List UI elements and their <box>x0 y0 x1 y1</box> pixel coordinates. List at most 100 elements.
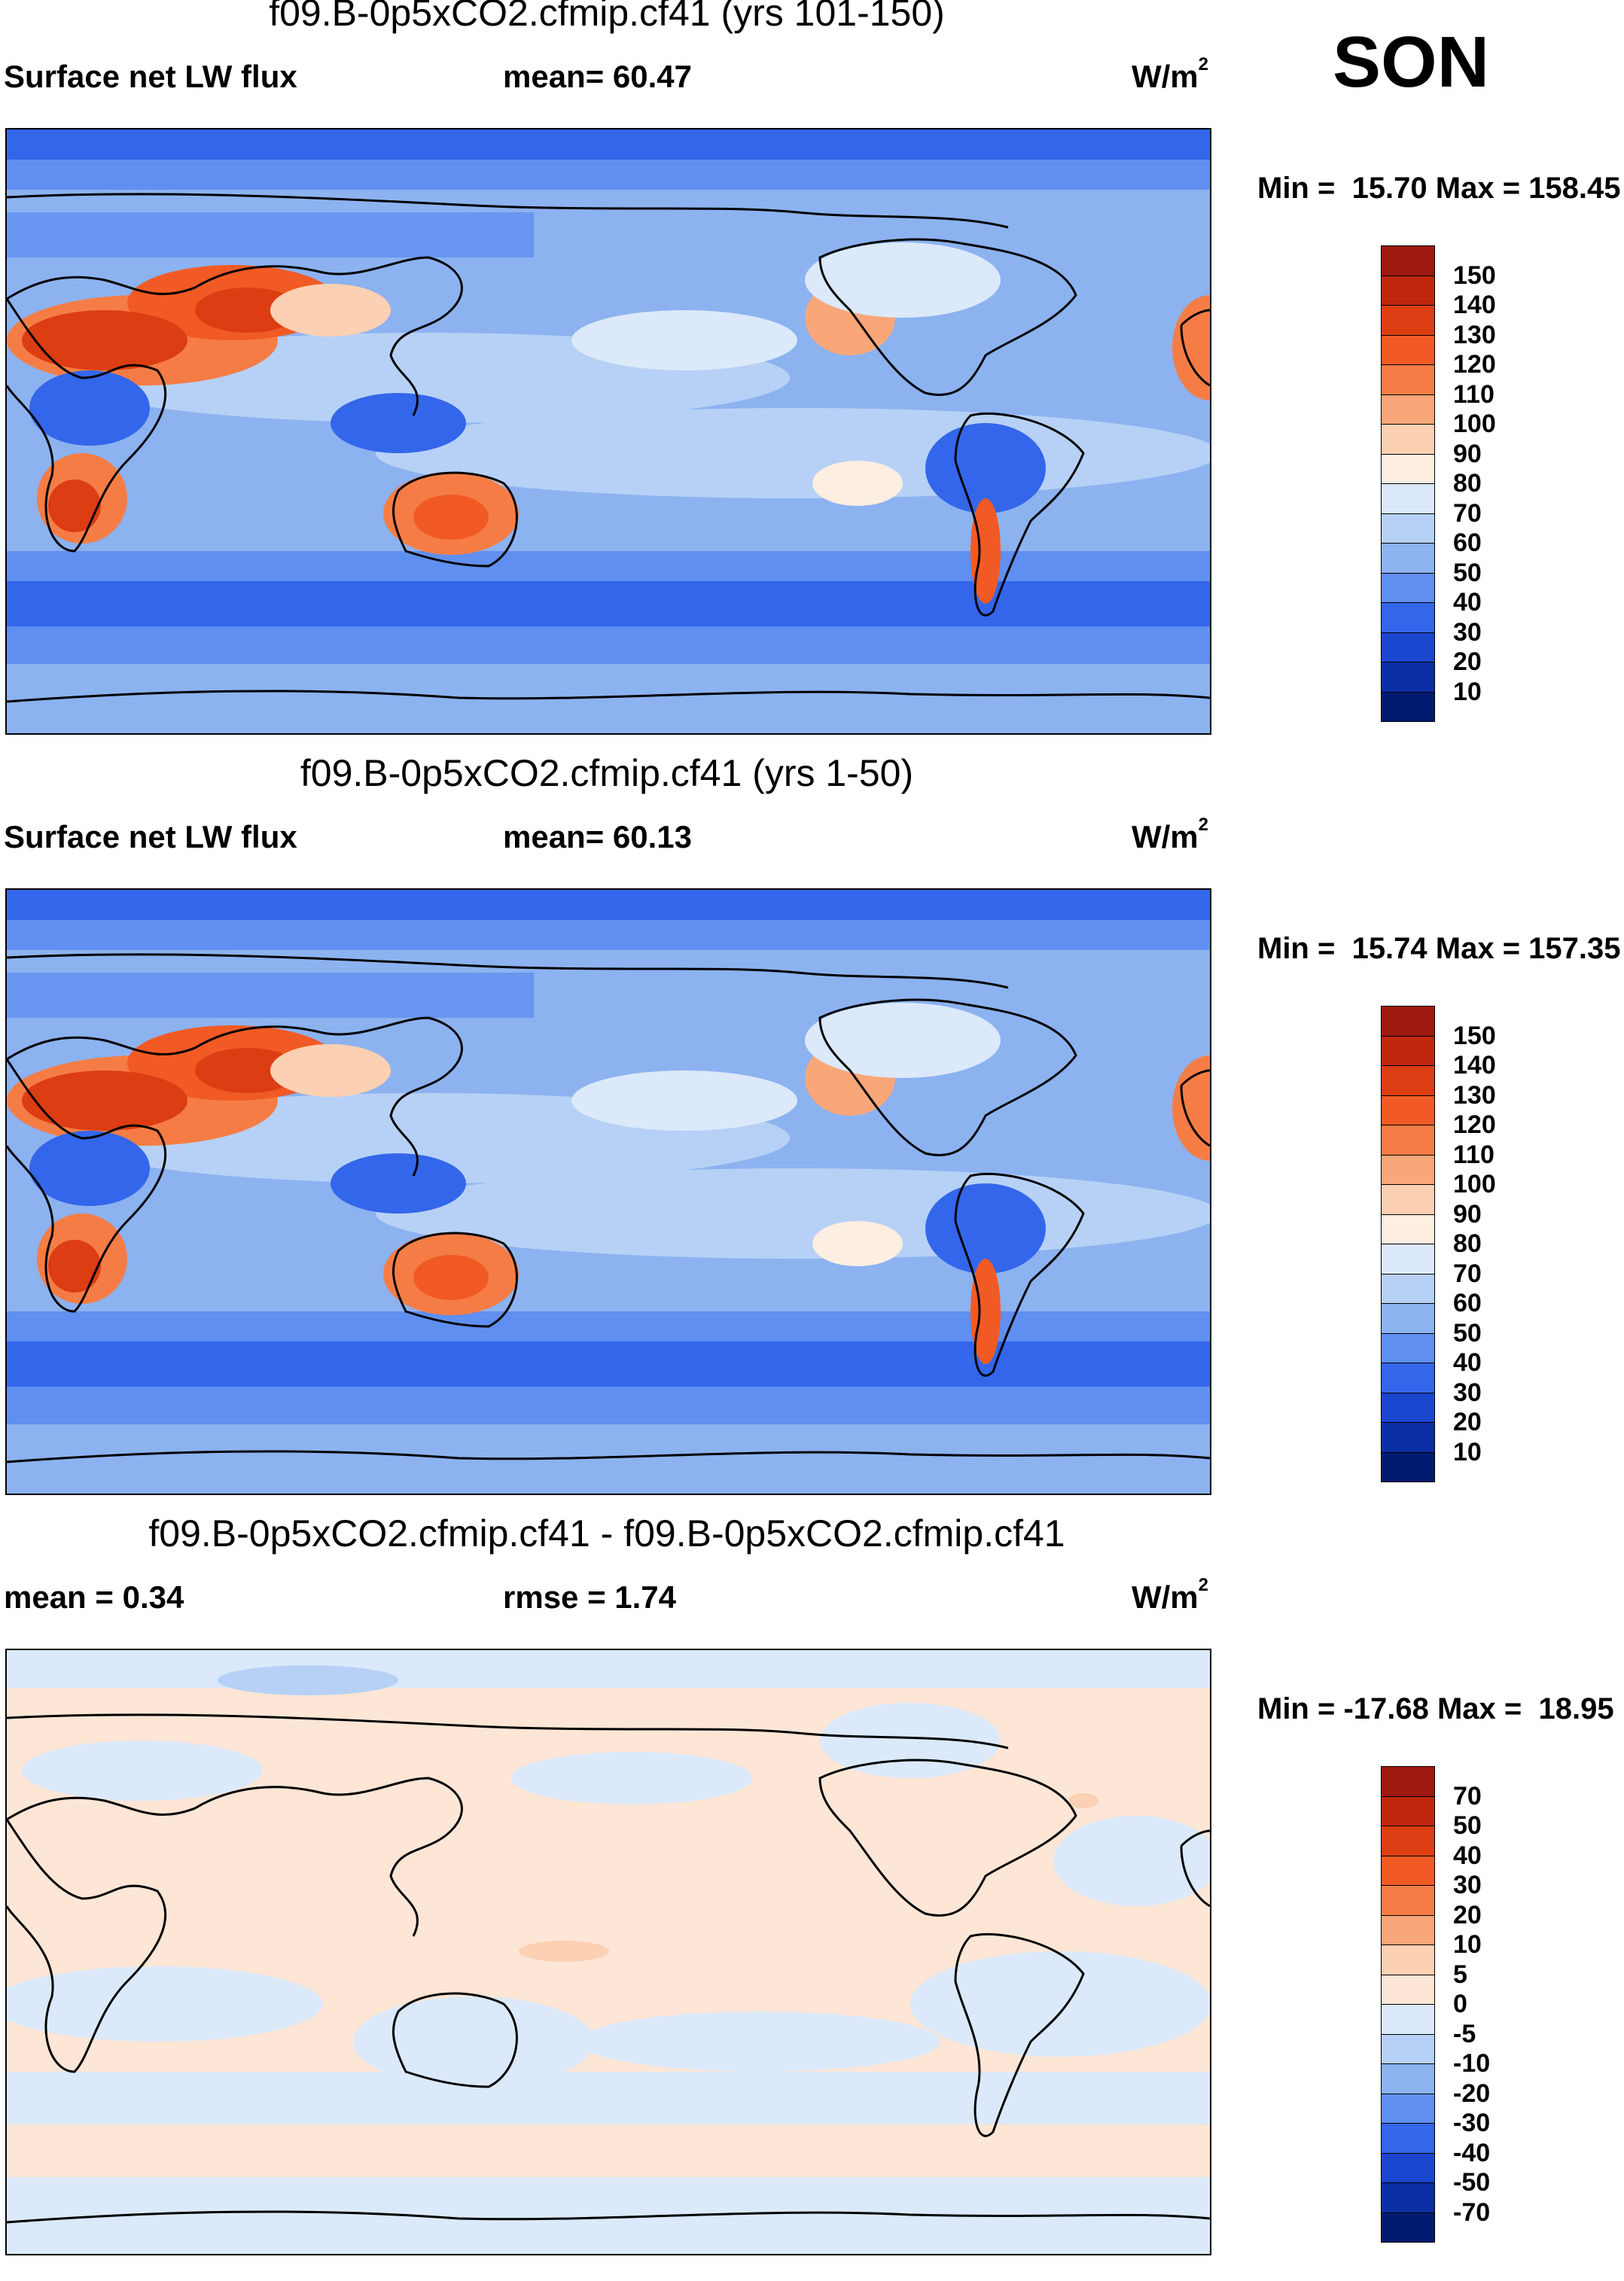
colorbar-swatch <box>1381 334 1435 365</box>
colorbar-label: -50 <box>1453 2168 1491 2197</box>
variable-label: Surface net LW flux <box>4 59 297 94</box>
panel-title: f09.B-0p5xCO2.cfmip.cf41 (yrs 1-50) <box>300 752 914 794</box>
units-label: W/m2 <box>1131 1575 1208 1616</box>
colorbar-swatch <box>1381 1095 1435 1125</box>
colorbar-swatch <box>1381 572 1435 603</box>
colorbar-swatch <box>1381 1885 1435 1916</box>
colorbar-label: 90 <box>1453 439 1482 468</box>
colorbar-label: -40 <box>1453 2138 1491 2167</box>
colorbar-swatch <box>1381 2063 1435 2094</box>
colorbar-label: 10 <box>1453 1437 1482 1466</box>
contour-map <box>5 888 1211 1495</box>
min-max-label: Min = -17.68 Max = 18.95 <box>1257 1692 1614 1725</box>
colorbar-label: 40 <box>1453 588 1482 617</box>
map-svg <box>7 890 1210 1494</box>
colorbar-swatch <box>1381 394 1435 425</box>
map-panel-2: f09.B-0p5xCO2.cfmip.cf41 (yrs 1-50) Surf… <box>0 752 1624 1521</box>
colorbar-swatch <box>1381 513 1435 544</box>
colorbar-label: 120 <box>1453 1110 1496 1139</box>
colorbar-swatch <box>1381 2004 1435 2035</box>
colorbar-swatch <box>1381 1244 1435 1274</box>
colorbar-label: 140 <box>1453 291 1496 319</box>
colorbar-swatch <box>1381 2123 1435 2154</box>
colorbar-swatch <box>1381 662 1435 693</box>
map-svg <box>7 1650 1210 2254</box>
colorbar-swatch <box>1381 1125 1435 1156</box>
colorbar-swatch <box>1381 364 1435 395</box>
colorbar-label: 110 <box>1453 1140 1495 1169</box>
colorbar-swatch <box>1381 1795 1435 1826</box>
colorbar-label: -30 <box>1453 2109 1491 2137</box>
colorbar-swatch <box>1381 1826 1435 1856</box>
colorbar-label: 150 <box>1453 260 1496 290</box>
colorbar-label: 100 <box>1453 410 1496 438</box>
colorbar-swatch <box>1381 305 1435 336</box>
colorbar-swatch <box>1381 1451 1435 1482</box>
colorbar-label: 80 <box>1453 469 1482 498</box>
colorbar-swatch <box>1381 1974 1435 2005</box>
colorbar-label: 120 <box>1453 350 1496 379</box>
units-label: W/m2 <box>1132 54 1208 95</box>
map-panel-3: f09.B-0p5xCO2.cfmip.cf41 - f09.B-0p5xCO2… <box>0 1512 1624 2281</box>
units-sup: 2 <box>1198 1575 1208 1595</box>
colorbar-label: 20 <box>1453 1408 1482 1436</box>
mean-label: mean= 60.47 <box>503 59 693 94</box>
map-svg <box>7 129 1210 733</box>
rmse-label: rmse = 1.74 <box>503 1579 677 1615</box>
variable-label: Surface net LW flux <box>4 819 297 854</box>
min-max-label: Min = 15.74 Max = 157.35 <box>1257 932 1621 965</box>
colorbar-label: 50 <box>1453 1811 1482 1840</box>
colorbar-swatch <box>1381 1035 1435 1066</box>
contour-map <box>5 1649 1211 2255</box>
colorbar-label: 80 <box>1453 1229 1482 1258</box>
colorbar-label: -5 <box>1453 2019 1476 2048</box>
map-panel-1: f09.B-0p5xCO2.cfmip.cf41 (yrs 101-150) S… <box>0 0 1624 760</box>
colorbar-swatch <box>1381 424 1435 455</box>
colorbar-swatch <box>1381 453 1435 484</box>
colorbar-swatch <box>1381 2182 1435 2213</box>
colorbar-label: 70 <box>1453 1781 1482 1810</box>
colorbar-swatch <box>1381 602 1435 633</box>
colorbar-label: 0 <box>1453 1990 1467 2018</box>
colorbar-label: 50 <box>1453 558 1482 587</box>
colorbar-label: 30 <box>1453 1871 1482 1899</box>
colorbar-label: 70 <box>1453 1259 1482 1288</box>
colorbar-label: 10 <box>1453 677 1482 706</box>
colorbar-swatch <box>1381 483 1435 514</box>
colorbar-swatch <box>1381 275 1435 306</box>
units-base: W/m <box>1131 1579 1199 1615</box>
colorbar-label: 130 <box>1453 320 1496 349</box>
units-sup: 2 <box>1198 54 1208 75</box>
colorbar-swatch <box>1381 1273 1435 1304</box>
colorbar-label: 40 <box>1453 1348 1482 1377</box>
units-sup: 2 <box>1198 815 1208 835</box>
colorbar-label: 60 <box>1453 1289 1482 1317</box>
colorbar-swatch <box>1381 691 1435 722</box>
season-label: SON <box>1333 22 1490 102</box>
colorbar-swatch <box>1381 1766 1435 1797</box>
colorbar-swatch <box>1381 632 1435 662</box>
colorbar-label: 140 <box>1453 1051 1496 1080</box>
panel-title: f09.B-0p5xCO2.cfmip.cf41 (yrs 101-150) <box>269 0 945 34</box>
colorbar-label: -10 <box>1453 2049 1491 2078</box>
colorbar-label: 90 <box>1453 1199 1482 1229</box>
colorbar-swatch <box>1381 1392 1435 1423</box>
colorbar-swatch <box>1381 1303 1435 1334</box>
colorbar-label: 20 <box>1453 1900 1482 1929</box>
panel-title: f09.B-0p5xCO2.cfmip.cf41 - f09.B-0p5xCO2… <box>148 1512 1065 1555</box>
colorbar-swatch <box>1381 1914 1435 1945</box>
units-base: W/m <box>1131 819 1199 854</box>
colorbar-swatch <box>1381 1065 1435 1096</box>
colorbar-label: 130 <box>1453 1080 1496 1110</box>
colorbar-swatch <box>1381 1154 1435 1185</box>
colorbar-label: 50 <box>1453 1318 1482 1348</box>
colorbar-label: 70 <box>1453 498 1482 528</box>
colorbar-label: 40 <box>1453 1841 1482 1870</box>
colorbar-label: -20 <box>1453 2078 1491 2108</box>
colorbar-label: -70 <box>1453 2197 1491 2227</box>
colorbar-swatch <box>1381 1184 1435 1215</box>
colorbar-swatch <box>1381 1332 1435 1363</box>
colorbar-label: 30 <box>1453 617 1482 647</box>
colorbar-label: 5 <box>1453 1960 1467 1989</box>
colorbar-swatch <box>1381 1006 1435 1037</box>
